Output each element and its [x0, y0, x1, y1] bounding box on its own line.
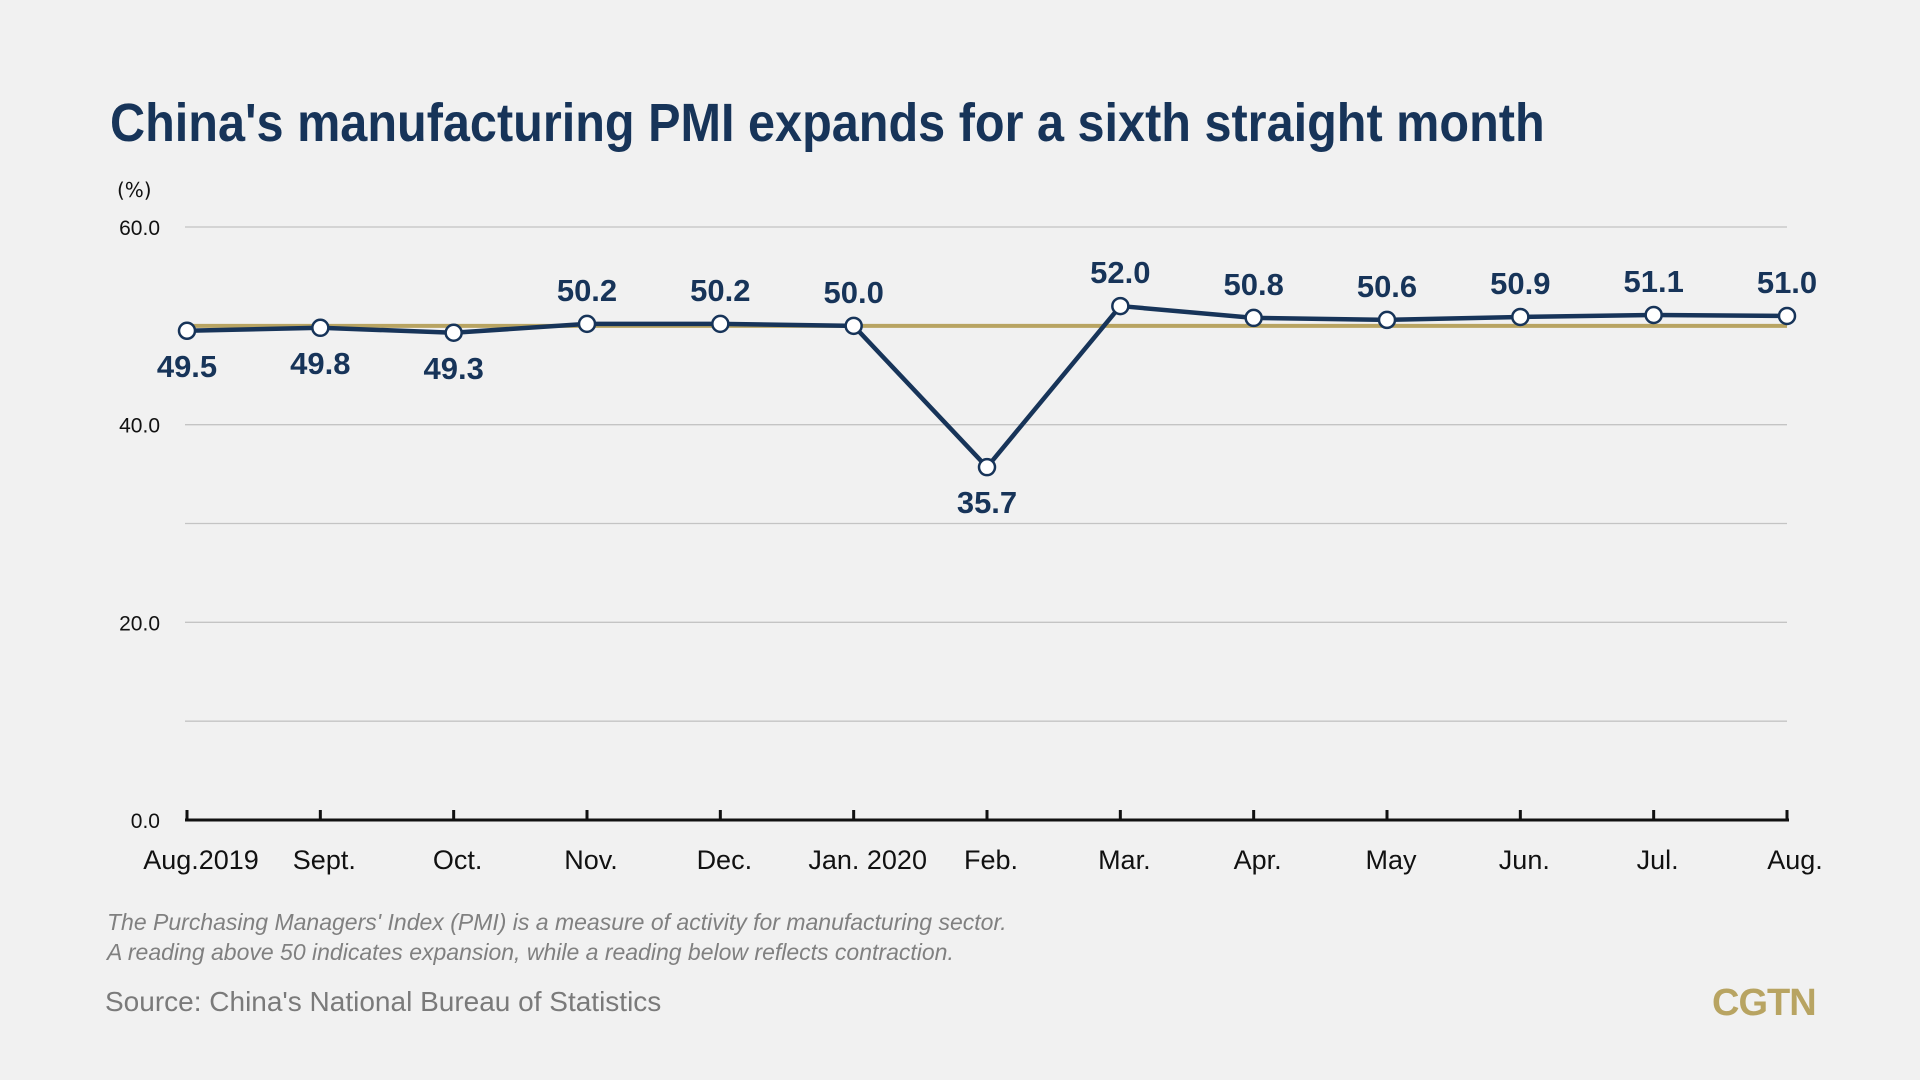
data-point: [177, 321, 197, 341]
chart-title: China's manufacturing PMI expands for a …: [110, 93, 1545, 153]
source-note: Source: China's National Bureau of Stati…: [105, 986, 662, 1017]
y-tick-label: 20.0: [119, 612, 160, 635]
data-label: 50.2: [557, 273, 617, 308]
cgtn-logo: CGTN: [1712, 982, 1817, 1024]
x-tick-label: Dec.: [697, 845, 753, 875]
data-label: 49.8: [290, 346, 350, 381]
x-tick-label: Sept.: [293, 845, 356, 875]
data-point: [977, 457, 997, 477]
y-tick-label: 0.0: [131, 810, 160, 833]
x-tick-label: Jul.: [1637, 845, 1679, 875]
data-label: 52.0: [1090, 255, 1150, 290]
data-point: [311, 318, 330, 338]
data-label: 50.8: [1223, 267, 1283, 302]
data-point: [1777, 306, 1797, 326]
y-tick-label: 60.0: [119, 217, 160, 240]
data-label: 50.2: [690, 273, 750, 308]
footnote-line-1: The Purchasing Managers' Index (PMI) is …: [107, 909, 1007, 935]
x-tick-label: Aug.: [1767, 845, 1823, 875]
x-tick-label: Aug.2019: [143, 845, 259, 875]
x-tick-label: Apr.: [1234, 845, 1282, 875]
data-label: 49.3: [423, 351, 483, 386]
data-label: 50.0: [823, 275, 883, 310]
data-point: [1511, 307, 1530, 327]
data-point: [444, 323, 463, 343]
data-point: [711, 314, 730, 334]
data-label: 51.1: [1623, 264, 1683, 299]
x-tick-label: Jun.: [1499, 845, 1550, 875]
data-point: [1244, 308, 1263, 328]
data-label: 35.7: [957, 485, 1017, 520]
x-tick-label: Jan. 2020: [808, 845, 927, 875]
data-point: [844, 316, 863, 336]
data-point: [1377, 310, 1397, 330]
x-tick-label: Nov.: [564, 845, 618, 875]
x-tick-label: May: [1365, 845, 1417, 875]
data-label: 50.9: [1490, 266, 1550, 301]
y-unit-label: (%): [117, 178, 152, 202]
x-tick-label: Oct.: [433, 845, 483, 875]
footnote-line-2: A reading above 50 indicates expansion, …: [107, 939, 954, 965]
x-tick-label: Feb.: [964, 845, 1018, 875]
data-label: 49.5: [157, 349, 217, 384]
pmi-series-line: [186, 303, 1788, 470]
y-tick-label: 40.0: [119, 415, 160, 438]
data-point: [1644, 305, 1663, 325]
data-label: 51.0: [1757, 265, 1817, 300]
data-point: [1111, 296, 1130, 316]
data-point: [577, 314, 597, 334]
data-label: 50.6: [1357, 269, 1417, 304]
x-tick-label: Mar.: [1098, 845, 1151, 875]
